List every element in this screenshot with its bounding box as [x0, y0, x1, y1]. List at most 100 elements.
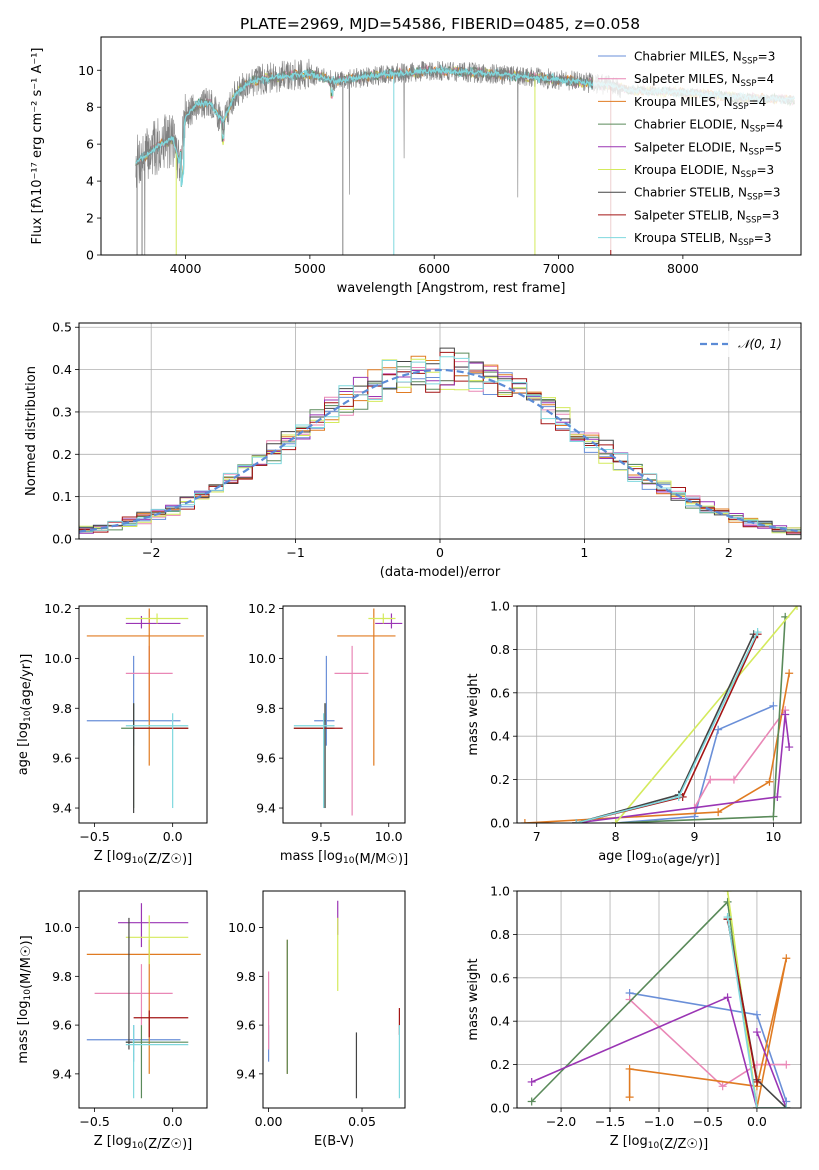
- figure-title: PLATE=2969, MJD=54586, FIBERID=0485, z=0…: [240, 15, 640, 33]
- weight_vs_age-xlabel: age [log10(age/yr)]: [598, 849, 720, 867]
- weight_vs_z-xtick-label-3: −0.5: [693, 1114, 723, 1129]
- weight-vs-z-panel: −2.0 −1.5 −1.0 −0.5 0.0 0.0 0.2 0.4 0.6 0.8 1.0 Z […: [466, 884, 802, 1152]
- weight_vs_age-marker-kroupa_miles-1: [714, 808, 723, 817]
- age_vs_z-xtick-label-0: −0.5: [79, 829, 109, 844]
- weight_vs_z-marker-chabrier_miles-1: [752, 1010, 761, 1019]
- mass_vs_ebv-ytick-label-0: 9.4: [236, 1066, 256, 1081]
- spectrum-legend-label-0: Chabrier MILES, NSSP=3: [634, 50, 775, 67]
- age_vs_mass-xtick-label-1: 10.0: [375, 829, 403, 844]
- weight_vs_z-marker-chabrier_elodie-1: [723, 897, 732, 906]
- residuals-ylabel: Normed distribution: [24, 366, 39, 496]
- age_vs_z-plot-area: [86, 608, 204, 814]
- weight_vs_z-marker-salpeter_elodie-0: [527, 1077, 536, 1086]
- mass_vs_ebv-ytick-label-2: 9.8: [236, 969, 256, 984]
- weight_vs_z-line-kroupa_stelib: [726, 916, 787, 1108]
- weight_vs_z-marker-kroupa_miles-1: [625, 1064, 634, 1073]
- residuals-gaussian-curve: [79, 368, 801, 533]
- residuals-xtick-label-1: −1: [286, 545, 304, 560]
- spectrum-ytick-label-0: 0: [86, 248, 94, 263]
- residuals-xtick-label-4: 2: [725, 545, 733, 560]
- mass-vs-z-panel: −0.5 0.0 9.4 9.6 9.8 10.0 Z [log10(Z/Z☉)] mass …: [16, 890, 208, 1152]
- mass_vs_ebv-xlabel: E(B-V): [314, 1134, 354, 1149]
- weight_vs_z-marker-chabrier_elodie-0: [527, 1097, 536, 1106]
- spectrum-legend-label-3: Chabrier ELODIE, NSSP=4: [634, 118, 783, 135]
- mass_vs_z-xlabel: Z [log10(Z/Z☉)]: [94, 1134, 192, 1152]
- weight_vs_z-marker-salpeter_miles-3: [782, 1060, 791, 1069]
- residuals-xtick-label-3: 1: [580, 545, 588, 560]
- weight_vs_z-marker-salpeter_elodie-4: [752, 1028, 761, 1037]
- weight_vs_z-xtick-label-2: −1.0: [644, 1114, 674, 1129]
- spectrum-ylabel: Flux [fλ10⁻¹⁷ erg cm⁻² s⁻¹ A⁻¹]: [30, 48, 45, 245]
- weight_vs_age-marker-kroupa_stelib-0: [572, 819, 581, 823]
- weight_vs_z-marker-kroupa_elodie-0: [723, 891, 732, 895]
- weight_vs_z-ytick-label-5: 1.0: [490, 884, 510, 899]
- weight_vs_age-marker-kroupa_elodie-1: [793, 606, 801, 610]
- residuals-frame: [78, 322, 802, 540]
- age-vs-mass-panel: 9.5 10.0 9.4 9.6 9.8 10.0 10.2 mass [log10(M/M☉…: [248, 601, 408, 867]
- age_vs_mass-plot-area: [293, 608, 403, 816]
- age_vs_mass-ytick-label-0: 9.4: [256, 801, 276, 816]
- spectrum-xtick-label-2: 6000: [418, 261, 450, 276]
- spectrum-xlabel: wavelength [Angstrom, rest frame]: [337, 281, 566, 296]
- spectrum-xtick-label-1: 5000: [294, 261, 326, 276]
- spectrum-xtick-label-0: 4000: [170, 261, 202, 276]
- weight_vs_z-marker-kroupa_miles-3: [782, 954, 791, 963]
- residuals-legend-bg: [693, 331, 795, 357]
- weight_vs_z-line-salpeter_elodie: [531, 996, 788, 1108]
- weight_vs_age-ytick-label-0: 0.0: [490, 816, 510, 831]
- mass_vs_ebv-frame: [262, 890, 406, 1109]
- age_vs_mass-ytick-label-1: 9.6: [256, 751, 276, 766]
- mass_vs_ebv-ytick-label-3: 10.0: [228, 920, 256, 935]
- weight_vs_age-marker-salpeter_miles-2: [729, 775, 738, 784]
- weight_vs_age-marker-kroupa_miles-3: [785, 669, 794, 678]
- age_vs_mass-ytick-label-2: 9.8: [256, 701, 276, 716]
- weight_vs_age-marker-salpeter_elodie-2: [781, 710, 790, 719]
- weight_vs_z-xlabel: Z [log10(Z/Z☉)]: [610, 1134, 708, 1152]
- weight_vs_age-marker-kroupa_stelib-1: [674, 792, 683, 801]
- weight_vs_age-marker-chabrier_miles-2: [714, 725, 723, 734]
- mass_vs_ebv-ytick-label-1: 9.6: [236, 1018, 256, 1033]
- residuals-plot-area: [79, 347, 801, 536]
- weight_vs_z-ytick-label-4: 0.8: [490, 927, 510, 942]
- weight-vs-age-panel: 7 8 9 10 0.0 0.2 0.4 0.6 0.8 1.0 age [log10(age/yr…: [466, 599, 802, 867]
- weight_vs_z-marker-kroupa_miles-0: [625, 1093, 634, 1102]
- residuals-xtick-label-0: −2: [142, 545, 160, 560]
- spectrum-panel: 4000 5000 6000 7000 8000 0 2 4 6 8 10 wavelength [A…: [30, 36, 802, 296]
- age_vs_z-xlabel: Z [log10(Z/Z☉)]: [94, 849, 192, 867]
- spectrum-xtick-label-4: 8000: [667, 261, 699, 276]
- spectrum-legend-label-5: Kroupa ELODIE, NSSP=3: [634, 163, 774, 180]
- weight_vs_z-ytick-label-2: 0.4: [490, 1014, 510, 1029]
- spectrum-frame: [100, 36, 802, 256]
- age_vs_mass-ytick-label-4: 10.2: [248, 601, 276, 616]
- weight_vs_age-line-kroupa_elodie: [614, 606, 798, 823]
- age_vs_z-ytick-label-4: 10.2: [44, 601, 72, 616]
- residuals-panel: −2 −1 0 1 2 0.0 0.1 0.2 0.3 0.4 0.5 (data-model)/er…: [24, 320, 802, 580]
- age_vs_mass-xtick-label-0: 9.5: [311, 829, 331, 844]
- weight_vs_age-marker-kroupa_miles-0: [520, 819, 529, 823]
- weight_vs_z-marker-salpeter_stelib-1: [752, 1077, 761, 1086]
- weight_vs_age-marker-chabrier_elodie-1: [769, 812, 778, 821]
- spectrum-legend-label-8: Kroupa STELIB, NSSP=3: [634, 231, 772, 248]
- spectrum-legend: Chabrier MILES, NSSP=3 Salpeter MILES, NS…: [593, 44, 798, 250]
- weight_vs_age-line-salpeter_elodie: [576, 714, 790, 823]
- weight_vs_z-line-kroupa_elodie: [726, 891, 787, 1108]
- weight_vs_z-xtick-label-0: −2.0: [546, 1114, 576, 1129]
- residuals-xtick-label-2: 0: [436, 545, 444, 560]
- weight_vs_z-marker-kroupa_stelib-1: [752, 1104, 761, 1108]
- spectrum-ytick-label-4: 8: [86, 100, 94, 115]
- weight_vs_age-line-kroupa_stelib: [576, 631, 759, 823]
- age_vs_z-ylabel: age [log10(age/yr)]: [16, 654, 34, 776]
- mass_vs_z-ytick-label-3: 10.0: [44, 920, 72, 935]
- mass_vs_z-ytick-label-1: 9.6: [52, 1018, 72, 1033]
- residuals-ytick-label-5: 0.5: [52, 320, 72, 335]
- weight_vs_age-ytick-label-3: 0.6: [490, 685, 510, 700]
- age-vs-z-panel: −0.5 0.0 9.4 9.6 9.8 10.0 10.2 Z [log10(Z/Z☉)] a…: [16, 601, 208, 867]
- residuals-ytick-label-4: 0.4: [52, 362, 72, 377]
- residuals-ytick-label-0: 0.0: [52, 532, 72, 547]
- mass_vs_ebv-xtick-label-0: 0.00: [255, 1114, 283, 1129]
- weight_vs_age-marker-kroupa_elodie-0: [611, 819, 620, 823]
- weight_vs_age-ytick-label-2: 0.4: [490, 729, 510, 744]
- weight_vs_age-line-salpeter_stelib: [576, 633, 759, 823]
- residuals-legend-label: 𝒩(0, 1): [738, 337, 782, 351]
